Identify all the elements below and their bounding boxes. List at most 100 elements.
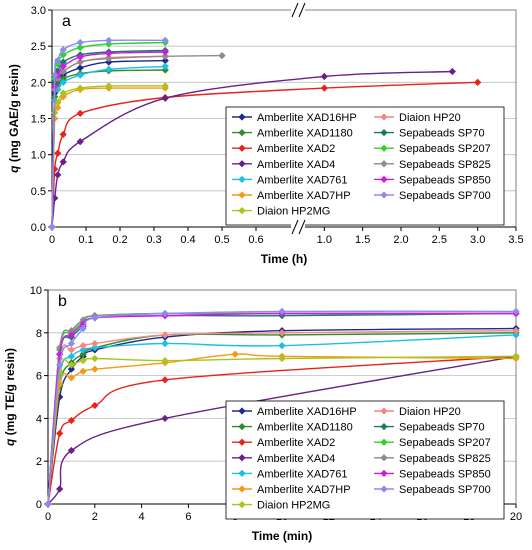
series-line <box>51 85 166 228</box>
legend-marker <box>380 175 388 184</box>
data-point <box>512 327 520 335</box>
legend-item: Sepabeads SP825 <box>374 159 491 171</box>
y-tick-label: 10 <box>30 285 42 297</box>
y-tick-label: 1.5 <box>31 114 46 126</box>
data-point <box>76 43 84 52</box>
data-point <box>59 62 67 71</box>
legend-item: Sepabeads SP207 <box>374 437 491 449</box>
legend-label: Amberlite XAD16HP <box>257 406 357 418</box>
data-point <box>91 344 99 352</box>
y-tick-label: 2.0 <box>31 77 46 89</box>
x-tick-label: 6 <box>185 511 191 523</box>
legend-marker <box>380 407 388 415</box>
data-point <box>56 361 64 369</box>
data-point <box>67 374 76 382</box>
data-point <box>105 54 113 63</box>
data-point <box>67 339 76 348</box>
legend-marker <box>380 113 388 121</box>
x-tick-label: 0.4 <box>180 234 195 246</box>
data-point <box>51 71 59 79</box>
data-point <box>161 94 169 102</box>
x-tick-label: 0 <box>49 234 55 246</box>
legend-item: Amberlite XAD761 <box>232 174 348 186</box>
data-point <box>91 314 99 322</box>
data-point <box>278 354 286 363</box>
data-point <box>79 346 87 354</box>
x-tick-label: 1.0 <box>317 234 332 246</box>
legend-box <box>225 400 505 520</box>
legend-box <box>225 106 505 226</box>
y-tick-label: 1.0 <box>31 150 46 162</box>
data-point <box>59 158 67 166</box>
legend-marker <box>238 128 246 137</box>
legend-label: Amberlite XAD1180 <box>257 128 353 140</box>
data-point <box>48 223 56 231</box>
data-point <box>91 339 99 348</box>
data-point <box>161 52 169 60</box>
legend-label: Sepabeads SP825 <box>399 159 491 171</box>
data-point <box>44 500 52 508</box>
legend-item: Diaion HP20 <box>374 112 461 124</box>
x-tick-label: 1.5 <box>355 234 370 246</box>
legend-marker <box>380 144 388 152</box>
x-tick-label: 3.5 <box>508 234 523 246</box>
legend-item: Sepabeads SP70 <box>374 422 485 434</box>
chart-panel-b: 024681002468101214161820Time (min)q (mg … <box>3 285 522 543</box>
x-tick-label: 2.5 <box>432 234 447 246</box>
legend-label: Sepabeads SP70 <box>399 422 485 434</box>
series-line <box>47 353 517 505</box>
series-sepabeads-sp700 <box>44 307 520 508</box>
legend-label: Diaion HP20 <box>399 112 461 124</box>
x-tick-label: 2.0 <box>393 234 408 246</box>
data-point <box>76 109 84 118</box>
data-point <box>448 67 456 76</box>
data-point <box>76 53 84 61</box>
data-point <box>67 361 76 369</box>
y-axis-variable: q <box>7 165 21 173</box>
data-point <box>67 346 76 354</box>
data-point <box>105 82 113 90</box>
legend-label: Amberlite XAD4 <box>257 159 335 171</box>
x-tick-label: 0 <box>45 511 51 523</box>
legend-label: Amberlite XAD7HP <box>257 190 351 202</box>
legend-label: Amberlite XAD16HP <box>257 112 357 124</box>
data-point <box>67 416 76 425</box>
y-tick-label: 0.0 <box>31 222 46 234</box>
series-amberlite-xad7hp <box>48 84 169 231</box>
data-point <box>76 84 84 92</box>
data-point <box>76 138 84 146</box>
legend-item: Amberlite XAD1180 <box>232 422 353 434</box>
legend-marker <box>380 422 388 431</box>
series-sepabeads-sp825 <box>48 51 226 231</box>
legend-label: Sepabeads SP700 <box>399 484 491 496</box>
legend-item: Sepabeads SP700 <box>374 484 491 496</box>
data-point <box>54 149 62 157</box>
data-point <box>54 57 62 65</box>
break-mark <box>291 2 299 18</box>
series-line <box>51 55 166 228</box>
data-point <box>76 71 84 79</box>
series-sepabeads-sp850 <box>48 48 169 231</box>
y-tick-label: 2.5 <box>31 41 46 53</box>
data-point <box>218 51 226 60</box>
legend-marker <box>238 206 246 215</box>
break-gap <box>297 2 305 18</box>
data-point <box>59 46 67 54</box>
y-tick-label: 2 <box>36 456 42 468</box>
data-point <box>105 65 113 73</box>
data-point <box>320 72 328 81</box>
y-tick-label: 0.5 <box>31 186 46 198</box>
data-point <box>278 307 286 316</box>
legend-label: Amberlite XAD1180 <box>257 422 353 434</box>
legend-marker <box>380 438 388 446</box>
data-point <box>59 89 67 97</box>
x-tick-label: 0.3 <box>146 234 161 246</box>
x-tick-label: 2 <box>92 511 98 523</box>
series-line <box>51 87 166 228</box>
legend-item: Sepabeads SP700 <box>374 190 491 202</box>
legend-item: Amberlite XAD4 <box>232 159 335 171</box>
legend-item: Sepabeads SP70 <box>374 128 485 140</box>
data-point <box>54 98 62 107</box>
x-axis-title: Time (min) <box>252 529 312 543</box>
